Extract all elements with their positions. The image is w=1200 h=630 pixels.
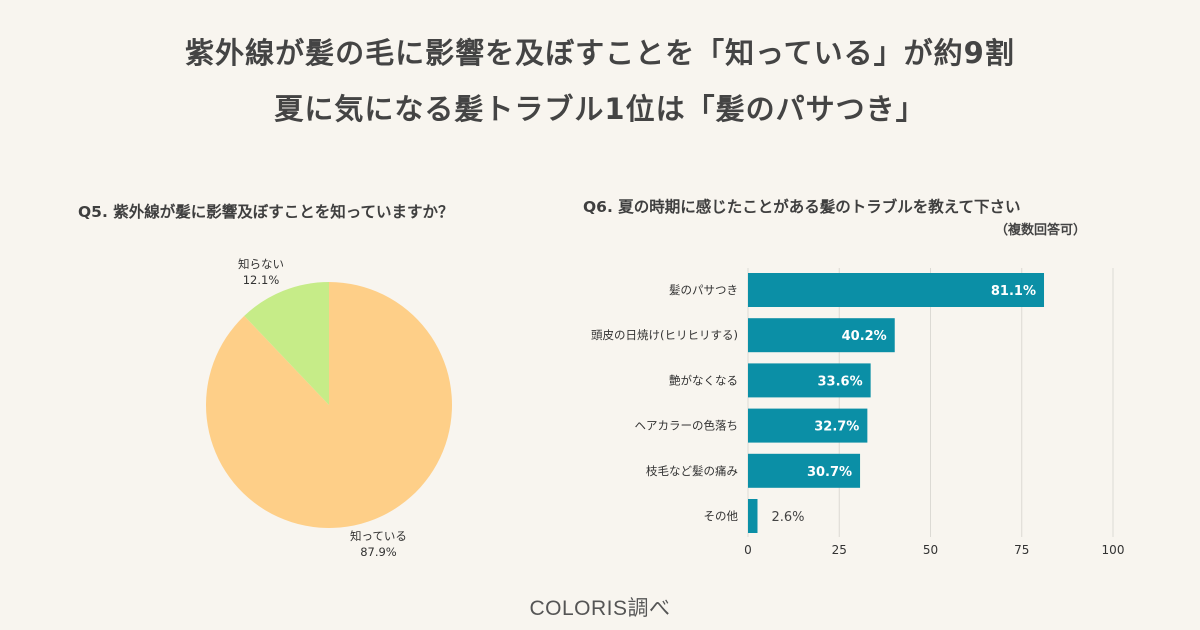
category-label: 枝毛など髪の痛み	[646, 464, 738, 478]
x-tick-label: 50	[923, 543, 938, 557]
q6-title: Q6. 夏の時期に感じたことがある髪のトラブルを教えて下さい	[583, 198, 1021, 216]
value-label: 30.7%	[807, 465, 852, 480]
headline-line-2: 夏に気になる髪トラブル1位は「髪のパサつき」	[274, 92, 926, 126]
value-label: 32.7%	[814, 420, 859, 435]
pie-label-unknown-value: 12.1%	[242, 273, 280, 287]
headline-line-1: 紫外線が髪の毛に影響を及ぼすことを「知っている」が約9割	[185, 36, 1015, 70]
category-label: その他	[704, 509, 739, 523]
pie-slice	[244, 282, 329, 405]
category-label: 頭皮の日焼け(ヒリヒリする)	[591, 328, 738, 342]
x-tick-label: 0	[744, 543, 752, 557]
q6-note: （複数回答可）	[995, 223, 1087, 238]
x-tick-label: 25	[832, 543, 847, 557]
value-label: 40.2%	[842, 329, 887, 344]
x-tick-label: 100	[1102, 543, 1125, 557]
pie-label-unknown: 知らない 12.1%	[238, 256, 284, 288]
pie-label-unknown-name: 知らない	[238, 257, 284, 271]
pie-slice	[206, 282, 453, 529]
bar	[748, 273, 1045, 307]
category-label: ヘアカラーの色落ち	[635, 419, 739, 433]
pie-label-known: 知っている 87.9%	[350, 528, 407, 560]
bar	[748, 363, 871, 398]
bar	[748, 408, 868, 443]
pie-label-known-name: 知っている	[350, 529, 407, 543]
footer-source: COLORIS調べ	[529, 597, 671, 620]
value-label: 81.1%	[991, 284, 1036, 299]
bar	[748, 453, 861, 488]
bar	[748, 318, 895, 353]
pie-label-known-value: 87.9%	[360, 545, 397, 559]
q5-title: Q5. 紫外線が髪に影響及ぼすことを知っていますか？	[78, 203, 454, 221]
bar	[748, 499, 758, 533]
category-label: 艶がなくなる	[669, 373, 738, 387]
x-tick-label: 75	[1014, 543, 1029, 557]
value-label: 33.6%	[818, 374, 863, 389]
category-label: 髪のパサつき	[669, 283, 738, 297]
value-label: 2.6%	[771, 510, 804, 525]
